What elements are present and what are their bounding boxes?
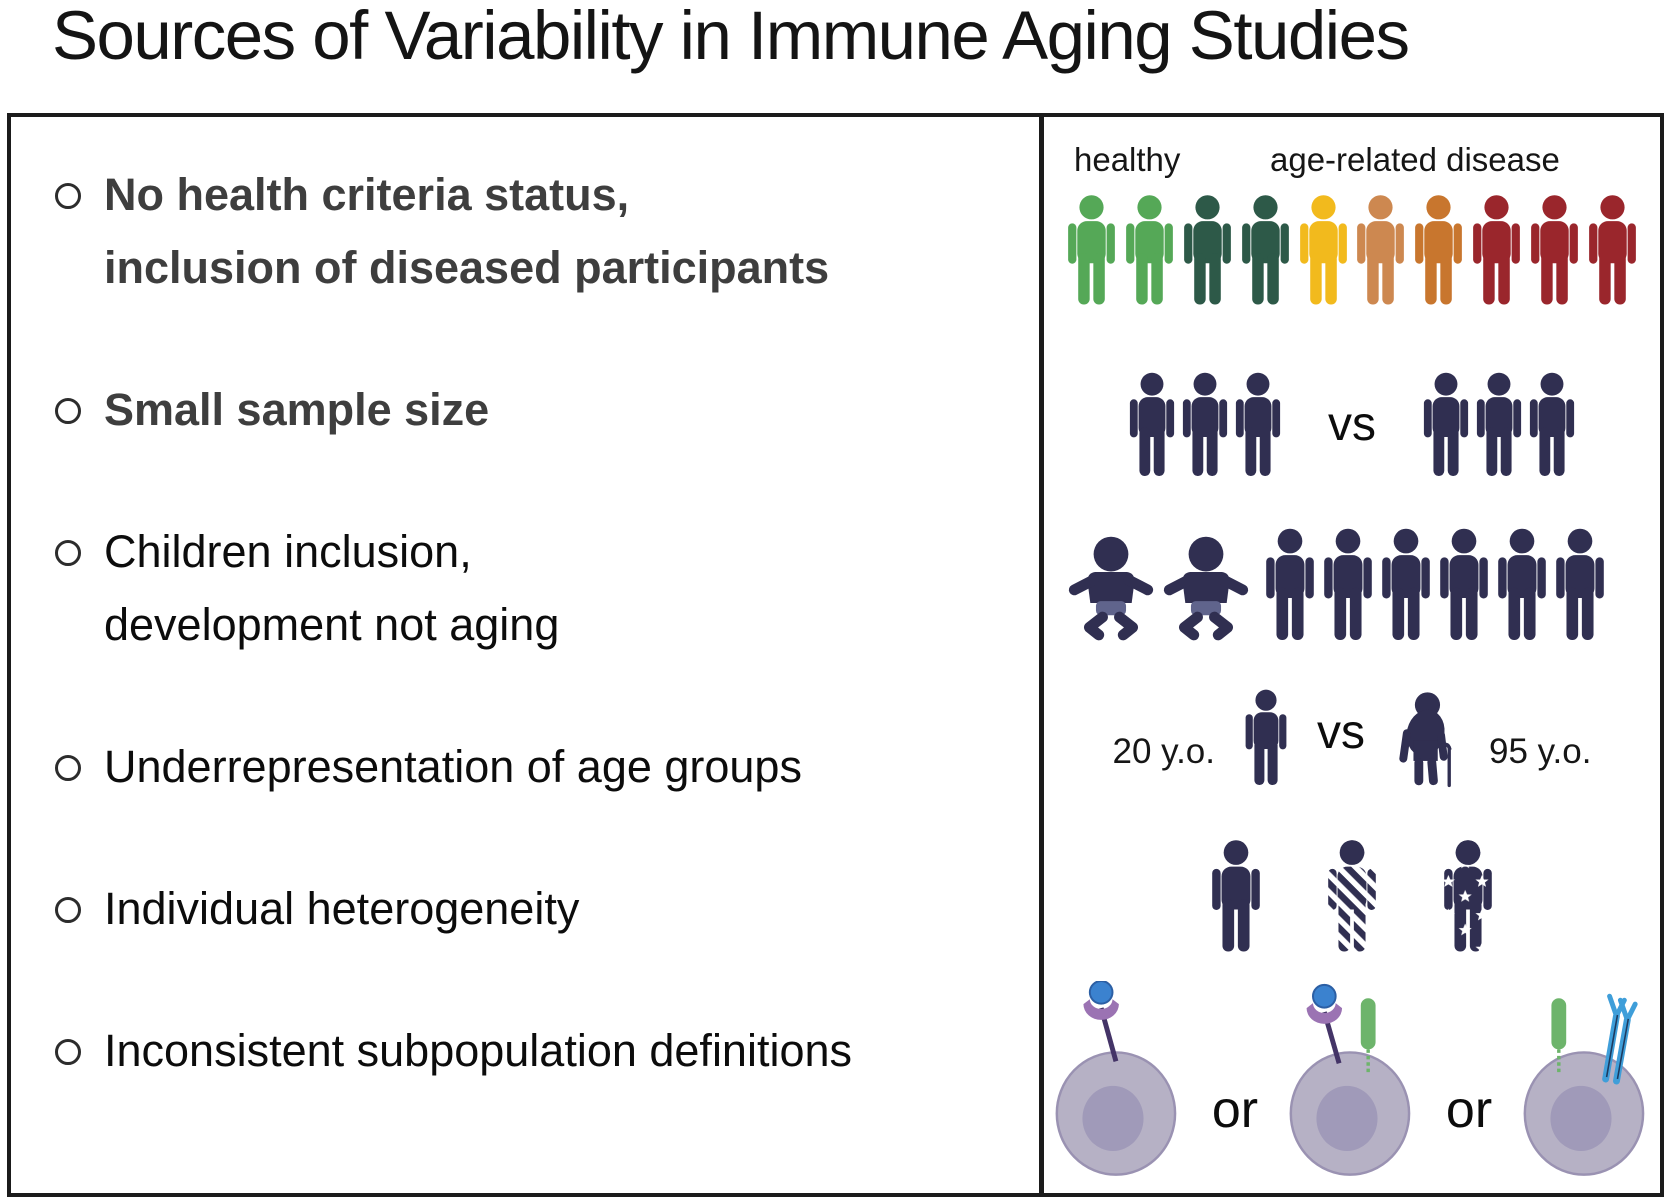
subpopulation-definitions-row: or or (1044, 981, 1660, 1181)
person-icon (1324, 528, 1372, 640)
person-icon (1183, 195, 1231, 305)
bullet-text: Children inclusion, development not aging (104, 526, 560, 650)
person-icon (1182, 372, 1228, 476)
person-icon (1235, 372, 1281, 476)
young-person-slot (1241, 689, 1291, 790)
sample-group-right (1420, 367, 1578, 481)
person-icon (1068, 195, 1115, 305)
person-icon (1556, 528, 1604, 640)
person-icon (1531, 195, 1578, 305)
striped-person-icon (1328, 840, 1376, 952)
figure-title: Sources of Variability in Immune Aging S… (52, 0, 1410, 74)
children-inclusion-row (1044, 525, 1660, 643)
bullet-item: Small sample size (55, 373, 1019, 446)
person-icon (1415, 195, 1463, 305)
health-status-labels: healthy age-related disease (1044, 141, 1660, 185)
bullet-text: Underrepresentation of age groups (104, 741, 802, 792)
bullet-list: No health criteria status, inclusion of d… (11, 117, 1039, 1087)
starred-person-icon (1444, 840, 1492, 952)
cell-with-green-receptor-and-antibody-receptor (1523, 993, 1645, 1176)
vs-label: vs (1328, 397, 1376, 451)
person-icon (1241, 195, 1289, 305)
bullet-circle-icon (55, 398, 81, 424)
bullet-circle-icon (55, 1039, 81, 1065)
sample-size-row: vs (1044, 367, 1660, 481)
young-age-label: 20 y.o. (1112, 732, 1215, 771)
bullet-circle-icon (55, 897, 81, 923)
illustrations-panel: healthy age-related disease (1044, 113, 1664, 1197)
person-icon (1498, 528, 1546, 640)
bullet-circle-icon (55, 183, 81, 209)
person-icon (1423, 372, 1469, 476)
bullet-circle-icon (55, 540, 81, 566)
baby-icon (1159, 531, 1253, 643)
or-label: or (1211, 1081, 1259, 1139)
cell-with-ligand-bound-receptor (1055, 981, 1177, 1176)
person-icon (1299, 195, 1347, 305)
person-icon (1382, 528, 1430, 640)
cell-with-ligand-bound-receptor-and-green-receptor (1289, 983, 1411, 1176)
bullet-circle-icon (55, 755, 81, 781)
solid-person-icon (1212, 840, 1260, 952)
person-icon (1266, 528, 1314, 640)
bullet-item: Individual heterogeneity (55, 872, 1019, 945)
figure-panels: No health criteria status, inclusion of d… (7, 113, 1664, 1197)
person-icon (1589, 195, 1636, 305)
age-related-disease-label: age-related disease (1270, 141, 1560, 178)
person-icon (1529, 372, 1575, 476)
person-icon (1129, 372, 1175, 476)
person-icon (1126, 195, 1173, 305)
health-status-people-row (1044, 193, 1660, 306)
or-label: or (1445, 1081, 1493, 1139)
person-icon (1440, 528, 1488, 640)
bullet-text: Individual heterogeneity (104, 883, 580, 934)
age-groups-row: 20 y.o. vs 95 y.o. (1044, 681, 1660, 797)
person-icon (1476, 372, 1522, 476)
person-icon (1473, 195, 1520, 305)
sources-list-panel: No health criteria status, inclusion of d… (7, 113, 1044, 1197)
elderly-person-with-cane-icon (1396, 690, 1453, 788)
bullet-text: Small sample size (104, 384, 490, 435)
sample-group-left (1126, 367, 1284, 481)
individual-heterogeneity-row (1044, 839, 1660, 952)
bullet-text: Inconsistent subpopulation definitions (104, 1025, 853, 1076)
babies-group (1064, 531, 1253, 643)
vs-label: vs (1317, 705, 1365, 759)
bullet-item: Underrepresentation of age groups (55, 730, 1019, 803)
bullet-item: Children inclusion, development not aging (55, 515, 1019, 661)
baby-icon (1064, 531, 1158, 643)
young-person-icon (1245, 689, 1287, 785)
bullet-item: No health criteria status, inclusion of d… (55, 158, 1019, 304)
bullet-text: No health criteria status, inclusion of d… (104, 169, 830, 293)
adults-group (1262, 525, 1608, 643)
bullet-item: Inconsistent subpopulation definitions (55, 1014, 1019, 1087)
person-icon (1357, 195, 1405, 305)
healthy-label: healthy (1074, 141, 1181, 178)
old-age-label: 95 y.o. (1489, 732, 1592, 771)
